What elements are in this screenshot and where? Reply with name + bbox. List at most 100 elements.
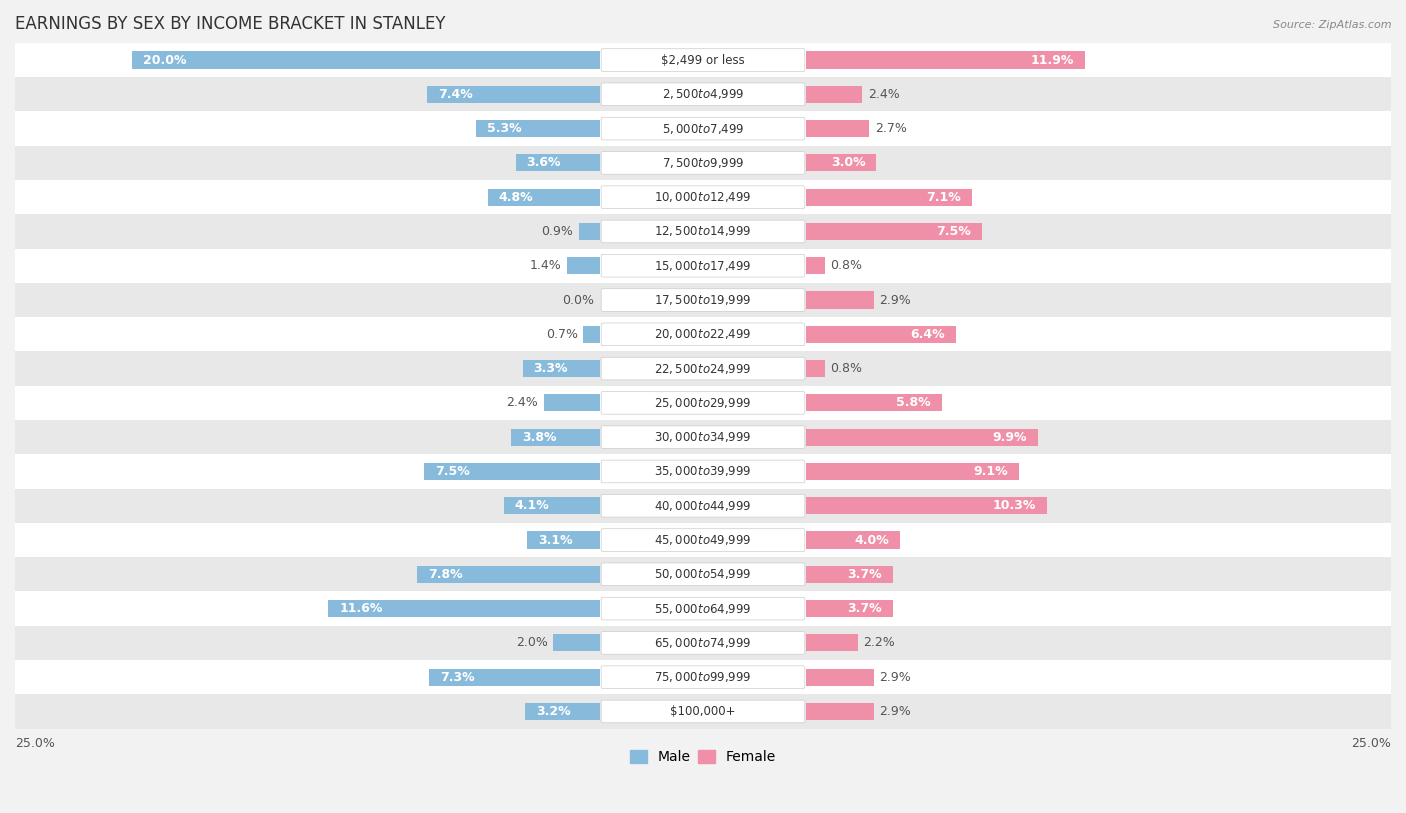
Text: Source: ZipAtlas.com: Source: ZipAtlas.com [1274,20,1392,30]
Bar [523,360,600,377]
Text: 4.8%: 4.8% [499,191,533,204]
Bar [425,463,600,480]
Text: 2.4%: 2.4% [868,88,900,101]
Bar [15,180,1391,215]
FancyBboxPatch shape [602,426,804,449]
Bar [806,292,875,309]
Text: 7.5%: 7.5% [436,465,470,478]
Bar [15,249,1391,283]
Text: 0.8%: 0.8% [831,362,862,375]
Text: $40,000 to $44,999: $40,000 to $44,999 [654,498,752,513]
Bar [429,668,600,685]
Bar [527,532,600,549]
Text: 5.3%: 5.3% [486,122,522,135]
FancyBboxPatch shape [602,117,804,140]
FancyBboxPatch shape [602,289,804,311]
Bar [15,43,1391,77]
Bar [15,283,1391,317]
Text: 2.9%: 2.9% [880,671,911,684]
Text: $12,500 to $14,999: $12,500 to $14,999 [654,224,752,238]
Bar [806,498,1047,515]
Text: 3.2%: 3.2% [536,705,571,718]
Text: 6.4%: 6.4% [910,328,945,341]
Text: 3.7%: 3.7% [848,602,882,615]
Bar [516,154,600,172]
Bar [806,120,869,137]
Text: $50,000 to $54,999: $50,000 to $54,999 [654,567,752,581]
Text: 11.9%: 11.9% [1031,54,1074,67]
FancyBboxPatch shape [602,494,804,517]
Text: $5,000 to $7,499: $5,000 to $7,499 [662,122,744,136]
Bar [475,120,600,137]
Bar [806,189,973,206]
Text: $20,000 to $22,499: $20,000 to $22,499 [654,328,752,341]
Bar [806,532,900,549]
Bar [806,257,825,274]
Bar [15,454,1391,489]
Text: $10,000 to $12,499: $10,000 to $12,499 [654,190,752,204]
Text: $15,000 to $17,499: $15,000 to $17,499 [654,259,752,272]
Text: 0.8%: 0.8% [831,259,862,272]
FancyBboxPatch shape [602,49,804,72]
Bar [418,566,600,583]
Bar [15,660,1391,694]
Bar [806,154,876,172]
Bar [806,51,1084,68]
FancyBboxPatch shape [602,186,804,208]
FancyBboxPatch shape [602,700,804,723]
Legend: Male, Female: Male, Female [624,745,782,770]
Text: 4.1%: 4.1% [515,499,550,512]
FancyBboxPatch shape [602,563,804,585]
Bar [15,626,1391,660]
Bar [806,668,875,685]
Bar [806,326,956,343]
Bar [806,703,875,720]
Bar [806,600,893,617]
Text: 7.1%: 7.1% [927,191,962,204]
FancyBboxPatch shape [602,392,804,414]
Text: $22,500 to $24,999: $22,500 to $24,999 [654,362,752,376]
FancyBboxPatch shape [602,357,804,380]
Bar [15,111,1391,146]
Bar [15,215,1391,249]
Text: 7.3%: 7.3% [440,671,475,684]
Text: 3.8%: 3.8% [522,431,557,444]
Text: $35,000 to $39,999: $35,000 to $39,999 [654,464,752,479]
Text: 0.7%: 0.7% [546,328,578,341]
Text: $55,000 to $64,999: $55,000 to $64,999 [654,602,752,615]
Text: 9.9%: 9.9% [993,431,1026,444]
Text: EARNINGS BY SEX BY INCOME BRACKET IN STANLEY: EARNINGS BY SEX BY INCOME BRACKET IN STA… [15,15,446,33]
Bar [15,146,1391,180]
Text: $2,499 or less: $2,499 or less [661,54,745,67]
Text: 7.4%: 7.4% [437,88,472,101]
Bar [15,385,1391,420]
Bar [806,85,862,103]
FancyBboxPatch shape [602,220,804,243]
FancyBboxPatch shape [602,598,804,620]
Text: 5.8%: 5.8% [896,397,931,410]
Text: 2.4%: 2.4% [506,397,538,410]
Text: $100,000+: $100,000+ [671,705,735,718]
Bar [15,420,1391,454]
Bar [806,394,942,411]
Text: $7,500 to $9,999: $7,500 to $9,999 [662,156,744,170]
FancyBboxPatch shape [602,528,804,551]
Bar [510,428,600,446]
Bar [579,223,600,240]
Bar [15,351,1391,385]
Text: 1.4%: 1.4% [530,259,561,272]
Text: $30,000 to $34,999: $30,000 to $34,999 [654,430,752,444]
Text: 2.7%: 2.7% [875,122,907,135]
Bar [15,77,1391,111]
FancyBboxPatch shape [602,632,804,654]
Text: 9.1%: 9.1% [973,465,1008,478]
Bar [15,592,1391,626]
Bar [583,326,600,343]
Text: 7.8%: 7.8% [429,567,463,580]
Text: 10.3%: 10.3% [993,499,1036,512]
Text: 3.6%: 3.6% [527,156,561,169]
FancyBboxPatch shape [602,460,804,483]
Bar [329,600,600,617]
Bar [15,317,1391,351]
Bar [806,566,893,583]
